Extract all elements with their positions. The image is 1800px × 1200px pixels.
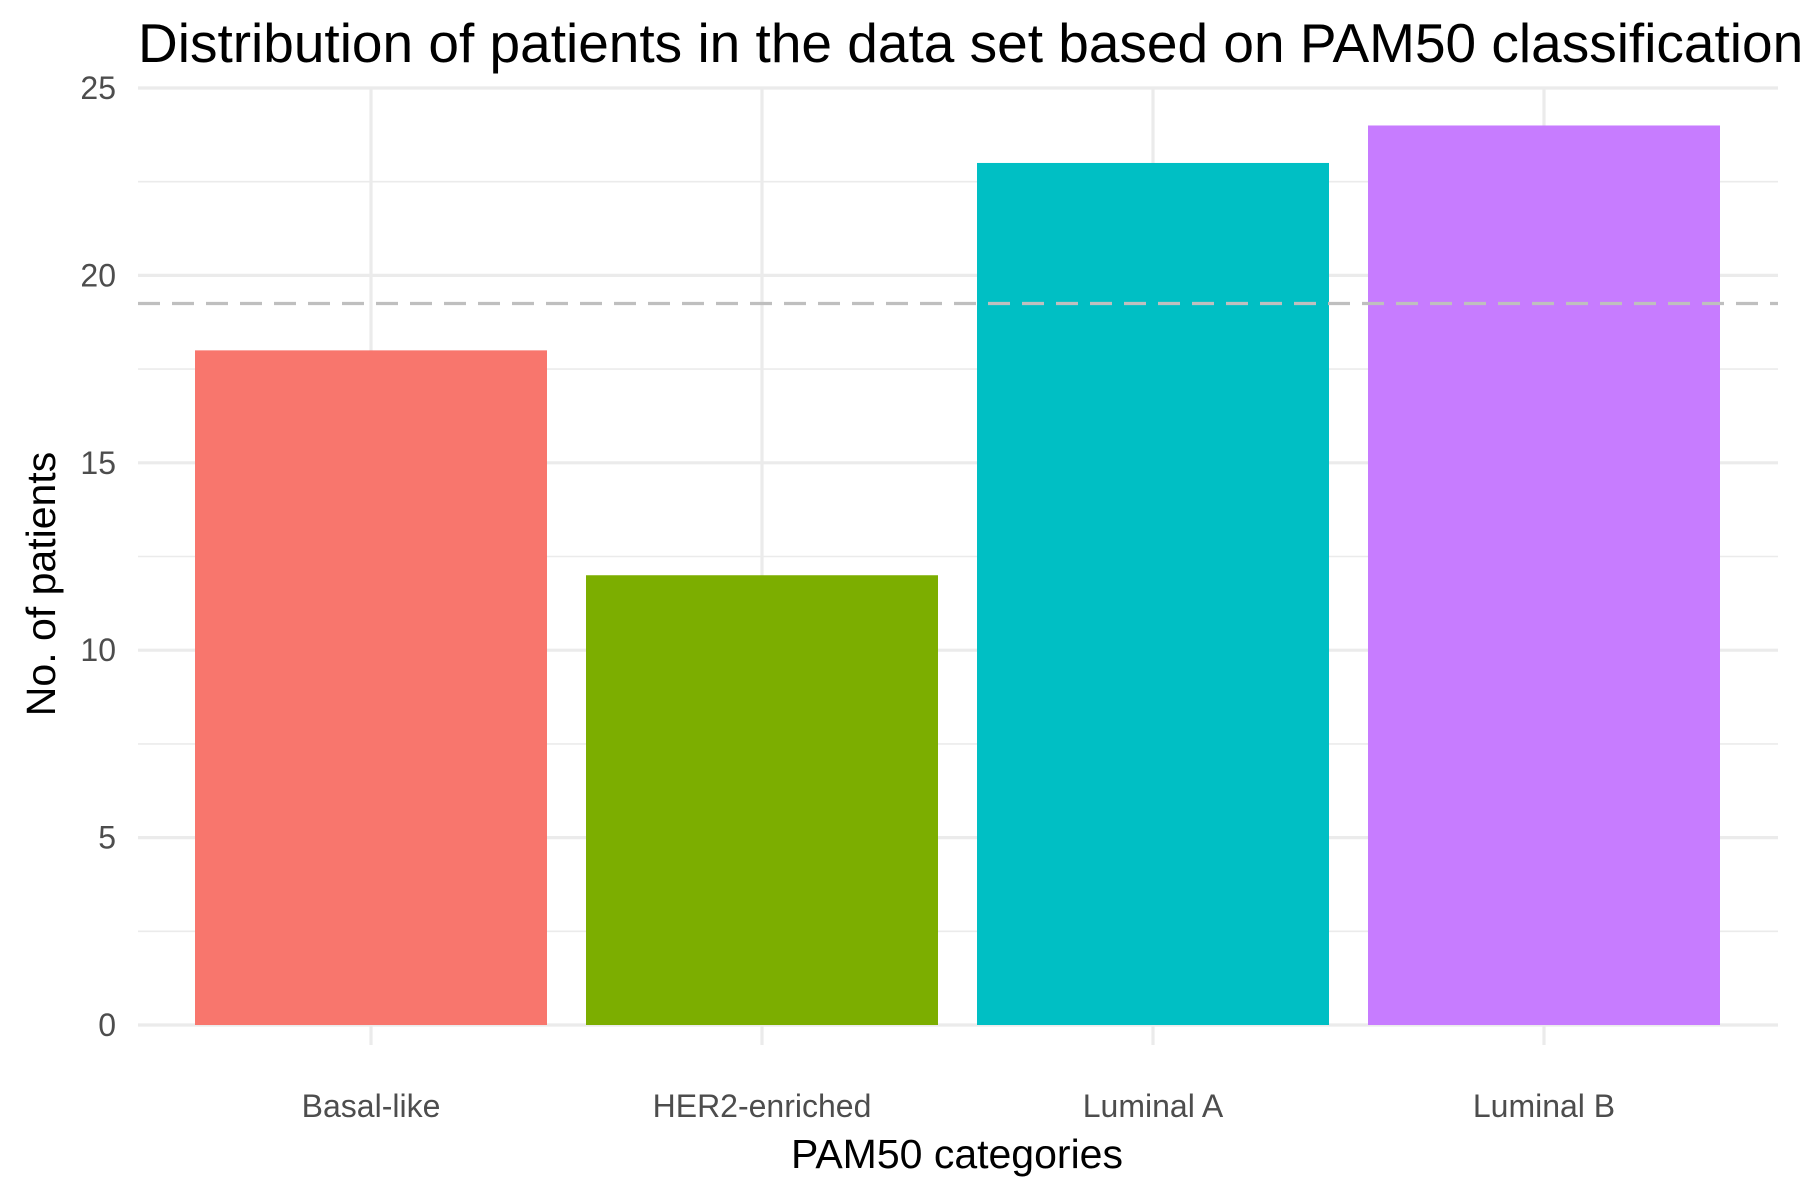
chart-title: Distribution of patients in the data set… bbox=[138, 12, 1800, 74]
y-tick-label: 5 bbox=[98, 820, 116, 856]
y-tick-label: 15 bbox=[80, 445, 116, 481]
y-tick-label: 20 bbox=[80, 257, 116, 293]
y-tick-label: 10 bbox=[80, 632, 116, 668]
bar-her2-enriched bbox=[586, 575, 938, 1025]
x-axis-title: PAM50 categories bbox=[791, 1131, 1123, 1177]
bar-luminal-b bbox=[1368, 125, 1720, 1026]
x-tick-label: Luminal B bbox=[1473, 1088, 1615, 1124]
x-tick-label: Luminal A bbox=[1083, 1088, 1224, 1124]
x-tick-labels: Basal-like HER2-enriched Luminal A Luminal … bbox=[302, 1088, 1616, 1124]
bar-luminal-a bbox=[977, 162, 1329, 1025]
y-tick-label: 0 bbox=[98, 1007, 116, 1043]
bars bbox=[195, 125, 1720, 1026]
x-tick-label: Basal-like bbox=[302, 1088, 441, 1124]
y-tick-labels: 0 5 10 15 20 25 bbox=[80, 70, 116, 1043]
x-tick-label: HER2-enriched bbox=[653, 1088, 872, 1124]
y-tick-label: 25 bbox=[80, 70, 116, 106]
y-axis-title: No. of patients bbox=[18, 452, 64, 716]
bar-basal-like bbox=[195, 350, 547, 1025]
